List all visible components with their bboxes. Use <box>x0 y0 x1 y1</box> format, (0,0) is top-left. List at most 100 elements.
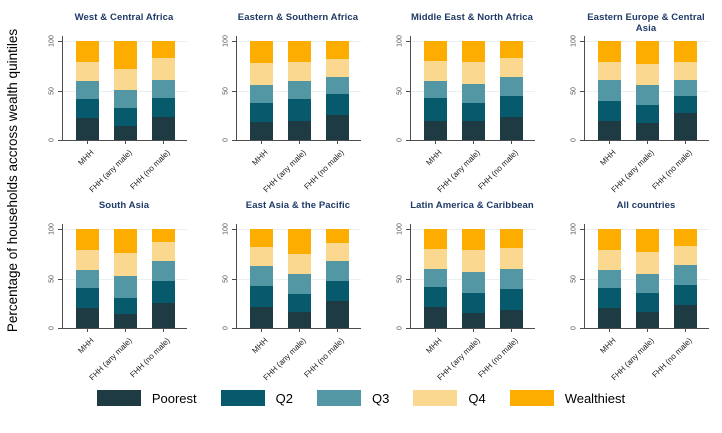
bar-segment-poorest <box>76 118 99 140</box>
y-axis-line <box>236 36 237 141</box>
y-tick-mark <box>58 41 62 42</box>
stacked-bar-mhh <box>424 41 447 140</box>
legend-swatch-q3 <box>317 390 361 406</box>
bar-segment-q3 <box>250 84 273 104</box>
bar-segment-poorest <box>250 307 273 328</box>
bar-segment-q2 <box>114 108 137 127</box>
y-tick-label-text: 100 <box>396 35 404 47</box>
y-tick-label-text: 0 <box>396 326 404 330</box>
legend-label: Q3 <box>372 390 390 406</box>
bar-segment-q3 <box>114 89 137 109</box>
stacked-bar-mhh <box>598 41 621 140</box>
bar-segment-q4 <box>152 241 175 261</box>
bar-segment-q4 <box>636 63 659 85</box>
bar-segment-q3 <box>76 80 99 100</box>
y-tick-mark <box>406 278 410 280</box>
bar-segment-q2 <box>250 286 273 308</box>
panel-title: West & Central Africa <box>74 12 174 23</box>
bar-segment-q3 <box>114 275 137 299</box>
legend-label: Q2 <box>275 390 293 406</box>
x-tick-mark <box>609 141 610 144</box>
stacked-bar-fhh-no-male <box>152 229 175 328</box>
stacked-bar-fhh-no-male <box>500 41 523 140</box>
bar-segment-q3 <box>288 80 311 100</box>
panel-all-countries: All countries 0 50 100 MHH FHH (any male) FHH … <box>548 188 722 382</box>
stacked-bar-fhh-no-male <box>674 41 697 140</box>
y-axis-line <box>584 36 585 141</box>
bar-segment-q3 <box>636 84 659 106</box>
bar-segment-q2 <box>598 101 621 122</box>
x-category-label-text: MHH <box>250 336 270 356</box>
x-tick-mark <box>473 141 474 144</box>
bar-segment-wealthiest <box>500 41 523 58</box>
bar-segment-poorest <box>288 121 311 140</box>
bar-segment-q2 <box>636 293 659 313</box>
bar-segment-q2 <box>636 105 659 124</box>
panel-title: Eastern & Southern Africa <box>237 12 359 23</box>
y-tick-mark <box>580 90 584 92</box>
y-tick-label-text: 100 <box>222 35 230 47</box>
bar-segment-poorest <box>250 122 273 140</box>
legend-label: Q4 <box>468 390 486 406</box>
bar-segment-wealthiest <box>76 41 99 62</box>
x-category-label-text: FHH (no male) <box>301 336 346 380</box>
bar-segment-q4 <box>598 249 621 270</box>
legend-swatch-q4 <box>413 390 458 406</box>
x-tick-mark <box>261 329 262 332</box>
stacked-bar-mhh <box>76 41 99 140</box>
y-tick-label-text: 50 <box>396 86 404 95</box>
bar-segment-q4 <box>500 247 523 269</box>
stacked-bar-fhh-any-male <box>288 41 311 140</box>
stacked-bar-fhh-any-male <box>114 41 137 140</box>
plot-area: 0 50 100 MHH FHH (any male) FHH (no male) <box>571 35 709 194</box>
bar-segment-q3 <box>462 83 485 104</box>
x-category-label-text: MHH <box>76 336 96 356</box>
bar-segment-q2 <box>288 99 311 122</box>
y-tick-mark <box>58 90 62 92</box>
bar-segment-q2 <box>250 103 273 123</box>
y-axis-line <box>62 224 63 329</box>
y-tick-label-text: 50 <box>570 86 578 95</box>
stacked-bar-fhh-no-male <box>500 229 523 328</box>
x-tick-mark <box>435 329 436 332</box>
stacked-bar-fhh-no-male <box>326 229 349 328</box>
y-tick-label-text: 100 <box>48 35 56 47</box>
y-tick-mark <box>58 229 62 230</box>
bar-segment-q3 <box>674 79 697 97</box>
bar-segment-poorest <box>114 126 137 140</box>
stacked-bar-fhh-no-male <box>326 41 349 140</box>
y-tick-label-text: 100 <box>396 223 404 235</box>
bar-segment-q4 <box>76 61 99 81</box>
y-tick-label-text: 0 <box>48 326 56 330</box>
legend-item-wealthiest: Wealthiest <box>509 390 625 406</box>
plot-area: 0 50 100 MHH FHH (any male) FHH (no male) <box>223 35 361 194</box>
y-tick-mark <box>406 328 410 329</box>
plot-area: 0 50 100 MHH FHH (any male) FHH (no male) <box>397 35 535 194</box>
bar-segment-poorest <box>674 113 697 140</box>
bar-segment-wealthiest <box>250 41 273 63</box>
stacked-bar-fhh-no-male <box>674 229 697 328</box>
x-category-label-text: MHH <box>424 336 444 356</box>
y-tick-label-text: 0 <box>570 326 578 330</box>
y-axis-line <box>584 224 585 329</box>
bar-segment-wealthiest <box>288 229 311 254</box>
x-axis-line <box>410 328 535 329</box>
panel-title: Middle East & North Africa <box>410 12 534 23</box>
bar-segment-wealthiest <box>674 41 697 62</box>
bar-segment-wealthiest <box>152 229 175 242</box>
bar-segment-q3 <box>636 273 659 294</box>
y-axis-title-text: Percentage of households accross wealth … <box>5 28 21 332</box>
bar-segment-poorest <box>674 305 697 328</box>
stacked-bar-mhh <box>250 229 273 328</box>
x-tick-mark <box>685 141 686 144</box>
x-axis-line <box>410 140 535 141</box>
x-tick-mark <box>609 329 610 332</box>
bar-segment-poorest <box>598 121 621 140</box>
x-tick-mark <box>435 141 436 144</box>
legend-item-q4: Q4 <box>413 390 486 406</box>
bar-segment-poorest <box>152 117 175 140</box>
bar-segment-q2 <box>598 288 621 309</box>
y-tick-mark <box>580 41 584 42</box>
panels-grid: West & Central Africa 0 50 100 MHH FHH (any m… <box>26 0 722 382</box>
x-tick-mark <box>125 329 126 332</box>
